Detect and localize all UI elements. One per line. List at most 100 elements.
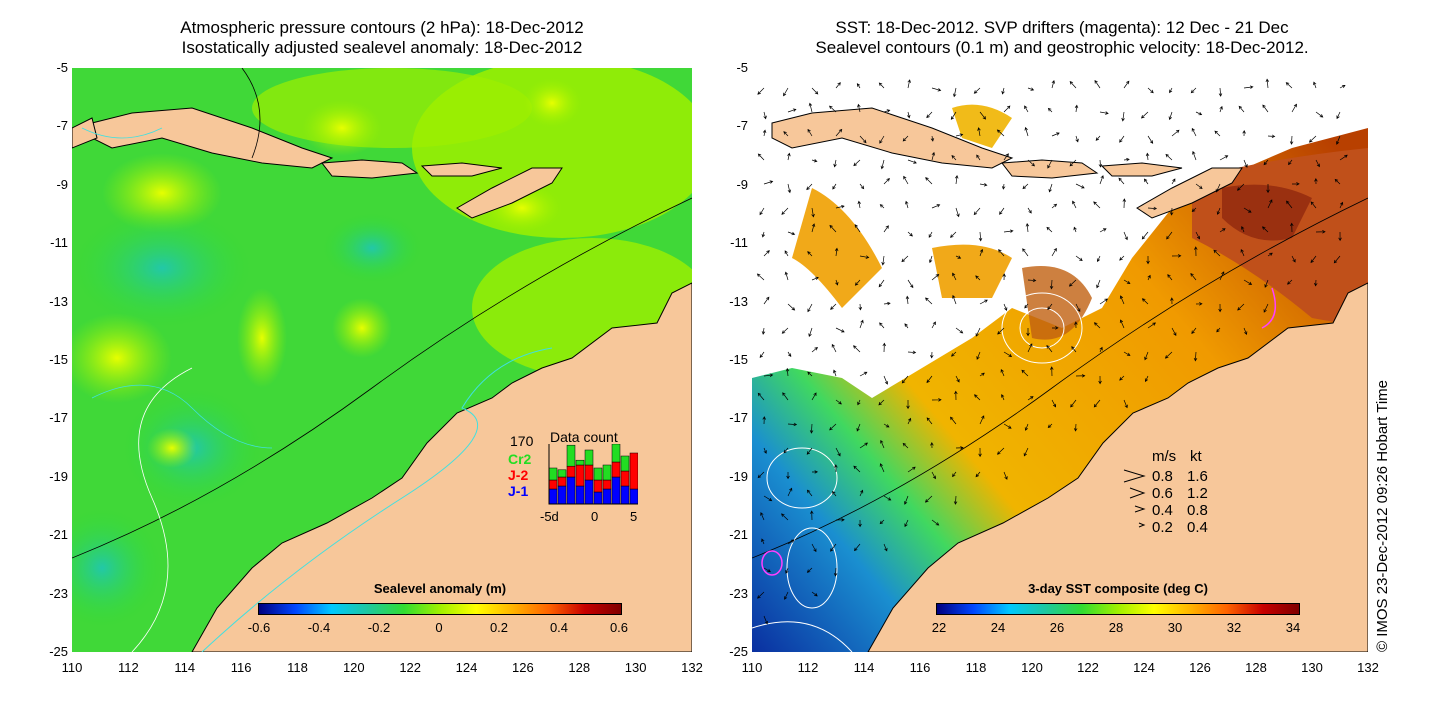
velocity-arrow [1141,298,1149,305]
velocity-arrow [1243,207,1252,213]
velocity-arrow [1073,423,1078,432]
velocity-arrow [1333,255,1341,264]
velocity-arrow [835,279,839,286]
velocity-arrow [1241,225,1245,233]
velocity-arrow [1050,366,1054,377]
data-count-label: Data count [550,429,618,445]
velocity-arrow [1027,159,1035,167]
y-tick-label: -9 [56,176,68,192]
histogram-bar-j2 [566,465,576,478]
velocity-arrow [787,152,791,161]
velocity-arrow [858,519,862,528]
velocity-arrow [1287,279,1293,285]
speed-legend-row-kt: 0.4 [1187,519,1208,536]
velocity-arrow [1093,322,1101,329]
velocity-arrow [787,487,793,497]
x-tick-label: 124 [455,660,478,675]
velocity-arrow [1027,87,1035,91]
velocity-arrow [1191,127,1197,137]
velocity-arrow [854,543,861,552]
x-tick-label: 132 [1357,660,1379,675]
velocity-arrow [759,351,765,359]
velocity-arrow [1046,226,1053,233]
velocity-arrow [1263,159,1269,166]
velocity-arrow [1123,80,1130,89]
velocity-arrow [1026,327,1030,337]
velocity-arrow [833,159,837,168]
velocity-arrow [808,102,813,113]
velocity-arrow [880,159,885,170]
velocity-arrow [830,543,837,552]
velocity-arrow [1075,303,1081,313]
velocity-arrow [831,343,837,353]
y-tick-label: -11 [50,235,68,251]
speed-legend-header-ms: m/s [1152,448,1177,465]
velocity-arrow [1315,111,1324,118]
velocity-arrow [835,327,845,333]
velocity-arrow [882,342,887,353]
velocity-arrow [761,538,765,545]
velocity-arrow [1238,105,1245,113]
velocity-arrow [1170,297,1174,305]
left-colorbar-title: Sealevel anomaly (m) [373,581,507,596]
velocity-arrow [928,231,933,238]
velocity-arrow [1003,105,1011,113]
right-colorbar-title: 3-day SST composite (deg C) [1028,581,1208,596]
velocity-arrow [1119,135,1125,143]
velocity-arrow [1219,271,1225,281]
velocity-arrow [763,296,770,305]
velocity-arrow [1314,279,1318,287]
velocity-arrow [1027,278,1037,283]
velocity-arrow [1071,346,1077,353]
velocity-arrow [931,398,942,402]
velocity-arrow [1164,351,1173,359]
velocity-arrow [1003,423,1012,429]
velocity-arrow [883,178,890,185]
histogram-bar-j2 [620,470,630,487]
velocity-arrow [1123,351,1131,356]
histogram-bar-j1 [548,488,558,505]
velocity-arrow [787,108,797,113]
velocity-arrow [1262,104,1269,113]
velocity-arrow [1022,183,1029,190]
velocity-arrow [1334,178,1341,185]
velocity-arrow [811,159,818,163]
velocity-arrow [757,87,765,95]
velocity-arrow [1123,399,1128,409]
velocity-arrow [952,272,957,281]
velocity-arrow [782,392,789,401]
histo-tick-5: 5 [630,509,638,524]
velocity-arrow [1242,130,1246,137]
velocity-arrow [1095,135,1101,141]
velocity-arrow [1027,207,1032,214]
velocity-arrow [931,273,940,281]
right-title-line2: Sealevel contours (0.1 m) and geostrophi… [815,38,1309,57]
velocity-arrow [952,294,957,305]
x-tick-label: 120 [1021,660,1043,675]
velocity-arrow [878,279,885,288]
velocity-arrow [1285,82,1293,89]
velocity-arrow [1119,375,1125,381]
y-tick-label: -5 [736,60,748,75]
velocity-arrow [1118,177,1125,185]
speed-legend-row-ms: 0.8 [1152,468,1173,485]
velocity-arrow [806,447,813,455]
velocity-arrow [1096,279,1101,289]
velocity-arrow [907,111,911,119]
velocity-arrow [1075,183,1085,189]
velocity-arrow [1191,207,1197,213]
velocity-arrow [1001,393,1005,401]
y-tick-label: -9 [736,176,748,192]
right-colorbar [936,603,1300,615]
speed-legend-arrows [1123,469,1146,528]
velocity-arrow [931,204,941,209]
velocity-arrow [952,471,957,478]
velocity-arrow [857,399,861,406]
velocity-arrow [1069,81,1077,89]
x-tick-label: 128 [568,660,591,675]
velocity-arrow [1003,471,1008,480]
velocity-arrow [1290,222,1294,233]
velocity-arrow [1047,107,1053,113]
velocity-arrow [926,417,933,425]
x-tick-label: 132 [681,660,703,675]
